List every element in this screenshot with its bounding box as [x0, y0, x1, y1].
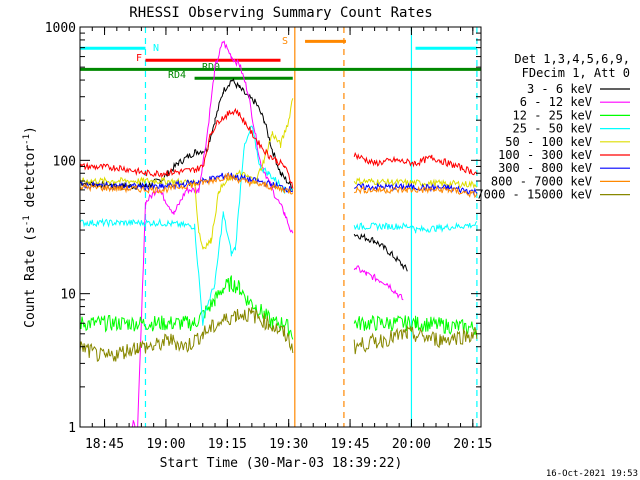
y-tick-label-1: 10	[60, 288, 76, 303]
series-lines	[80, 40, 478, 427]
flag-label-s: S	[282, 36, 288, 47]
x-tick-label-5: 20:00	[392, 437, 431, 452]
flag-label-rd4: RD4	[168, 70, 186, 81]
legend-label-3: 25 - 50 keV	[513, 122, 592, 136]
series-line-3	[80, 125, 478, 326]
legend-header-1: FDecim 1, Att 0	[522, 66, 630, 80]
x-tick-label-0: 18:45	[85, 437, 124, 452]
axes: 18:45 19:00 19:15 19:30 19:45 20:00 20:15 1 10 10…	[45, 21, 493, 452]
flag-label-rd0: RD0	[202, 62, 220, 73]
y-axis-label: Count Rate (s-1 detector-1)	[22, 126, 38, 328]
plot-frame	[79, 26, 482, 428]
y-tick-label-3: 1000	[45, 21, 76, 36]
legend-label-1: 6 - 12 keV	[520, 95, 592, 109]
series-line-8	[80, 307, 478, 362]
x-tick-label-6: 20:15	[453, 437, 492, 452]
series-line-2	[80, 275, 478, 340]
x-tick-label-1: 19:00	[146, 437, 185, 452]
legend-label-5: 100 - 300 keV	[498, 148, 592, 162]
series-line-6	[80, 171, 478, 196]
y-tick-label-2: 100	[53, 154, 76, 169]
timestamp: 16-Oct-2021 19:53	[546, 469, 638, 479]
series-line-5	[80, 107, 478, 189]
y-axis-label-part-0: Count Rate (s	[23, 226, 38, 328]
legend: Det 1,3,4,5,6,9,FDecim 1, Att 0 3 - 6 keV…	[476, 52, 630, 202]
y-axis-label-part-2: detector	[23, 145, 38, 216]
y-tick-label-0: 1	[68, 421, 76, 436]
x-tick-label-2: 19:15	[208, 437, 247, 452]
x-tick-label-4: 19:45	[330, 437, 369, 452]
series-line-7	[80, 173, 478, 199]
x-tick-label-3: 19:30	[269, 437, 308, 452]
legend-header-0: Det 1,3,4,5,6,9,	[514, 52, 630, 66]
legend-label-6: 300 - 800 keV	[498, 161, 592, 175]
series-line-1	[131, 40, 404, 427]
y-axis-label-part-3: -1	[22, 134, 32, 145]
x-axis-label: Start Time (30-Mar-03 18:39:22)	[160, 456, 403, 471]
flag-label-n: N	[153, 43, 159, 54]
legend-label-4: 50 - 100 keV	[505, 135, 592, 149]
legend-label-2: 12 - 25 keV	[513, 108, 592, 122]
y-axis-label-part-4: )	[23, 126, 38, 134]
y-axis-label-part-1: -1	[22, 215, 32, 226]
flag-label-f: F	[136, 53, 142, 64]
legend-label-8: 7000 - 15000 keV	[476, 188, 592, 202]
legend-label-0: 3 - 6 keV	[527, 82, 592, 96]
chart-title: RHESSI Observing Summary Count Rates	[129, 5, 432, 21]
legend-label-7: 800 - 7000 keV	[491, 174, 592, 188]
